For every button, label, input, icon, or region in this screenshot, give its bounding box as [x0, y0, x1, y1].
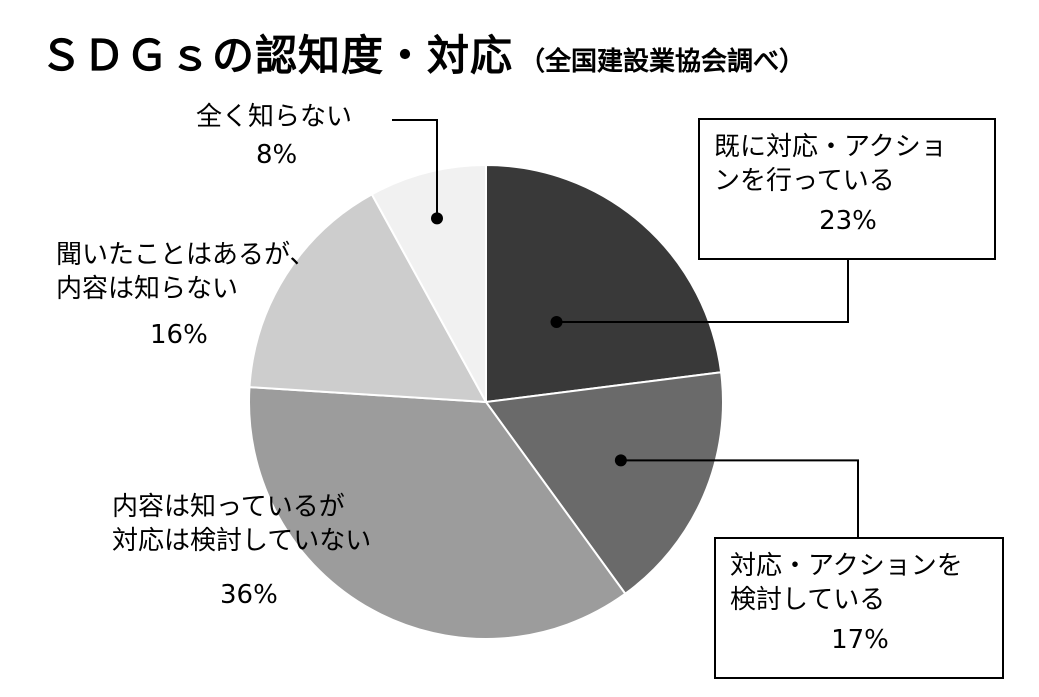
slice-label-3-line1: 聞いたことはあるが、	[56, 240, 316, 270]
leader-lines	[392, 119, 859, 537]
chart-title-main: ＳＤＧｓの認知度・対応	[40, 31, 514, 80]
slice-value-1: 17%	[831, 625, 889, 655]
slice-label-2-line1: 内容は知っているが	[112, 492, 345, 522]
slice-label-1-line1: 対応・アクションを	[730, 551, 963, 581]
leader-dot-1	[614, 454, 627, 467]
pie-slice-0	[485, 163, 723, 404]
slice-label-1-line2: 検討している	[730, 585, 886, 615]
chart-title: ＳＤＧｓの認知度・対応 （全国建設業協会調べ）	[40, 22, 805, 83]
leader-dot-0	[550, 316, 563, 329]
leader-line-0	[556, 260, 849, 324]
slice-label-3-line2: 内容は知らない	[56, 274, 239, 304]
slice-value-2: 36%	[220, 580, 278, 610]
slice-label-3: 聞いたことはあるが、 内容は知らない 16%	[56, 238, 315, 352]
pie-slices	[248, 163, 724, 640]
slice-label-0: 既に対応・アクショ ンを行っている 23%	[698, 118, 996, 260]
leader-line-1	[620, 459, 859, 537]
slice-value-3: 16%	[150, 320, 208, 350]
slice-value-0: 23%	[819, 206, 877, 236]
pie-slice-3	[248, 192, 488, 404]
slice-value-4: 8%	[256, 140, 298, 170]
slice-label-0-line1: 既に対応・アクショ	[714, 132, 947, 162]
pie-slice-4	[370, 163, 487, 403]
slice-label-0-line2: ンを行っている	[714, 166, 895, 196]
pie-slice-1	[484, 371, 724, 596]
slice-label-1: 対応・アクションを 検討している 17%	[714, 537, 1004, 679]
slice-label-4-line1: 全く知らない	[196, 102, 353, 132]
leader-line-4	[392, 119, 438, 219]
slice-label-2: 内容は知っているが 対応は検討していない 36%	[112, 490, 371, 612]
slice-label-2-line2: 対応は検討していない	[112, 526, 372, 556]
pie-slice-2	[248, 386, 627, 640]
slice-label-4: 全く知らない 8%	[196, 100, 352, 172]
leader-dot-4	[431, 212, 443, 225]
chart-subtitle: （全国建設業協会調べ）	[519, 47, 806, 77]
